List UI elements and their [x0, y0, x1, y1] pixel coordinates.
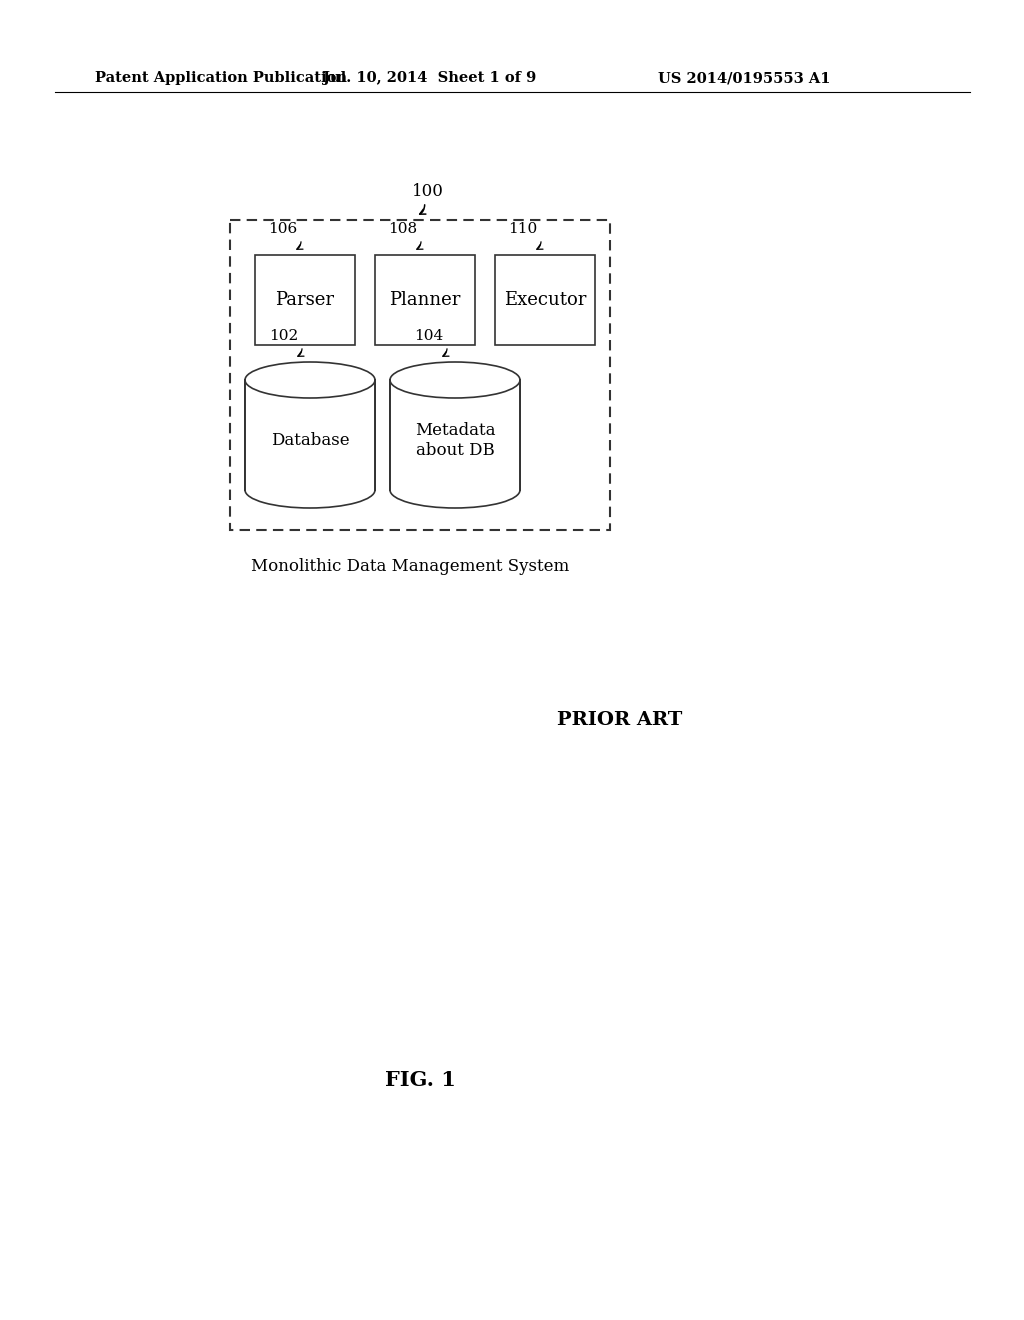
Ellipse shape — [245, 473, 375, 508]
Text: 100: 100 — [412, 183, 443, 201]
Ellipse shape — [390, 473, 520, 508]
Text: US 2014/0195553 A1: US 2014/0195553 A1 — [657, 71, 830, 84]
Text: Database: Database — [270, 432, 349, 449]
Bar — [245, 380, 375, 490]
Text: PRIOR ART: PRIOR ART — [557, 711, 683, 729]
Text: Executor: Executor — [504, 290, 586, 309]
Text: Monolithic Data Management System: Monolithic Data Management System — [251, 558, 569, 576]
Bar — [230, 220, 610, 531]
Ellipse shape — [390, 362, 520, 399]
Bar — [390, 380, 520, 490]
Text: 108: 108 — [388, 222, 418, 236]
Bar — [255, 255, 355, 345]
Text: 110: 110 — [508, 222, 538, 236]
Bar — [495, 255, 595, 345]
Bar — [375, 255, 475, 345]
Text: 104: 104 — [415, 329, 443, 343]
Text: about DB: about DB — [416, 442, 495, 459]
Text: Parser: Parser — [275, 290, 335, 309]
Text: Metadata: Metadata — [415, 422, 496, 440]
Text: FIG. 1: FIG. 1 — [385, 1071, 456, 1090]
Ellipse shape — [245, 362, 375, 399]
Bar — [245, 380, 375, 490]
Bar — [390, 380, 520, 490]
Text: Planner: Planner — [389, 290, 461, 309]
Text: 106: 106 — [268, 222, 298, 236]
Text: Patent Application Publication: Patent Application Publication — [95, 71, 347, 84]
Text: Jul. 10, 2014  Sheet 1 of 9: Jul. 10, 2014 Sheet 1 of 9 — [324, 71, 537, 84]
Text: 102: 102 — [269, 329, 299, 343]
